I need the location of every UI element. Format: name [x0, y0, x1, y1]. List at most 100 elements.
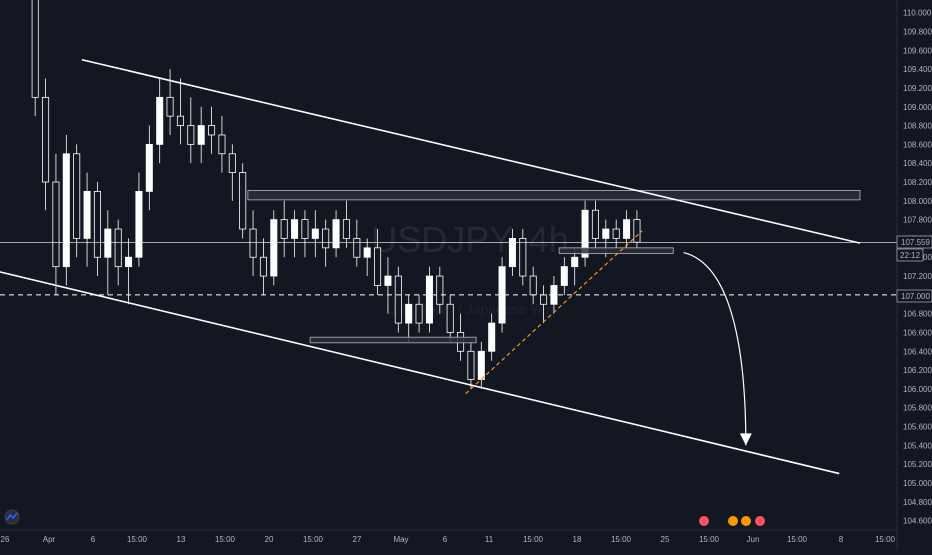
candle-up [405, 303, 413, 324]
upper-trendline [81, 58, 861, 244]
candle-down [342, 219, 350, 239]
time-tick-label: 6 [91, 535, 96, 544]
candle-down [93, 191, 101, 258]
price-tick-label: 106.000 [903, 385, 932, 394]
candle-down [31, 0, 39, 98]
price-tick-label: 109.000 [903, 103, 932, 112]
candle-up [560, 266, 568, 286]
event-flag-icon[interactable] [699, 516, 709, 526]
time-tick-label: Jun [747, 535, 760, 544]
price-tick-label: 104.600 [903, 517, 932, 526]
candle-down [591, 209, 599, 239]
time-tick-label: May [393, 535, 408, 544]
candle-down [394, 275, 402, 324]
price-tick-label: 108.400 [903, 159, 932, 168]
candle-down [73, 153, 81, 239]
price-tick-label: 106.400 [903, 347, 932, 356]
candle-down [114, 228, 122, 268]
candle-down [280, 219, 288, 239]
candle-down [176, 115, 184, 126]
events-icons[interactable] [699, 516, 765, 526]
candle-down [239, 172, 247, 230]
symbol-watermark: USDJPY, 4h [371, 219, 568, 260]
time-tick-label: 25 [661, 535, 670, 544]
candle-down [228, 153, 236, 173]
price-tick-label: 105.000 [903, 479, 932, 488]
price-tick-label: 105.600 [903, 423, 932, 432]
candle-up [104, 228, 112, 258]
countdown-badge: 22:12 [900, 251, 921, 260]
time-tick-label: 13 [177, 535, 186, 544]
candle-down [322, 228, 330, 249]
tradingview-logo-icon[interactable] [4, 509, 20, 525]
candle-up [602, 228, 610, 239]
time-tick-label: 15:00 [215, 535, 236, 544]
price-tick-label: 107.200 [903, 272, 932, 281]
event-dividend-icon[interactable] [728, 516, 738, 526]
candle-down [208, 125, 216, 136]
candle-down [52, 181, 60, 268]
current-price-badge: 107.559 [901, 238, 930, 247]
price-tick-label: 109.800 [903, 28, 932, 37]
resistance-zone [247, 190, 861, 201]
price-tick-label: 108.200 [903, 178, 932, 187]
price-tick-label: 108.000 [903, 197, 932, 206]
time-tick-label: 15:00 [611, 535, 632, 544]
candle-down [42, 96, 50, 183]
candle-up [83, 191, 91, 239]
candle-down [540, 294, 548, 305]
candle-down [519, 238, 527, 277]
candle-down [259, 256, 267, 277]
candle-up [488, 322, 496, 352]
candle-down [301, 219, 309, 239]
price-tick-label: 108.600 [903, 140, 932, 149]
candle-down [612, 228, 620, 239]
candle-up [156, 96, 164, 145]
event-split-icon[interactable] [741, 516, 751, 526]
time-tick-label: 11 [485, 535, 494, 544]
candle-up [363, 247, 371, 258]
price-tick-label: 106.200 [903, 366, 932, 375]
time-tick-label: 26 [1, 535, 10, 544]
time-axis[interactable]: 26 Apr 6 15:00 13 15:00 20 15:00 27 May 6 11 15:00 18… [0, 529, 897, 544]
event-earnings-icon[interactable] [755, 516, 765, 526]
candle-up [571, 256, 579, 268]
time-tick-label: 6 [443, 535, 448, 544]
time-tick-label: 8 [839, 535, 844, 544]
projection-arrowhead [739, 433, 752, 446]
candle-down [353, 238, 361, 258]
price-tick-label: 109.400 [903, 65, 932, 74]
mid-zone [558, 247, 674, 254]
candle-up [291, 219, 299, 239]
price-tick-label: 110.000 [903, 9, 932, 18]
candle-up [311, 228, 319, 239]
price-tick-label: 105.200 [903, 460, 932, 469]
candle-down [467, 350, 475, 380]
low-zone [309, 336, 477, 344]
time-tick-label: 20 [265, 535, 274, 544]
candle-up [197, 125, 205, 145]
candle-up [135, 191, 143, 258]
candle-up [508, 238, 516, 268]
level-badge: 107.000 [901, 292, 930, 301]
support-trendline [465, 230, 643, 395]
price-tick-label: 108.800 [903, 122, 932, 131]
price-tick-label: 105.800 [903, 404, 932, 413]
price-tick-label: 104.800 [903, 498, 932, 507]
time-tick-label: Apr [43, 535, 56, 544]
candle-down [633, 219, 641, 243]
lower-trendline [0, 271, 840, 475]
candle-up [581, 209, 589, 258]
drawings-layer [0, 58, 897, 475]
time-tick-label: 15:00 [875, 535, 896, 544]
candle-up [425, 275, 433, 324]
badges-layer: 107.559 22:12 107.000 [896, 235, 932, 303]
candle-up [125, 256, 133, 268]
time-tick-label: 15:00 [303, 535, 324, 544]
candle-down [446, 303, 454, 333]
time-tick-label: 15:00 [523, 535, 544, 544]
candle-down [415, 303, 423, 324]
price-axis[interactable]: 110.000 109.800 109.600 109.400 109.200 109.0… [896, 0, 932, 550]
